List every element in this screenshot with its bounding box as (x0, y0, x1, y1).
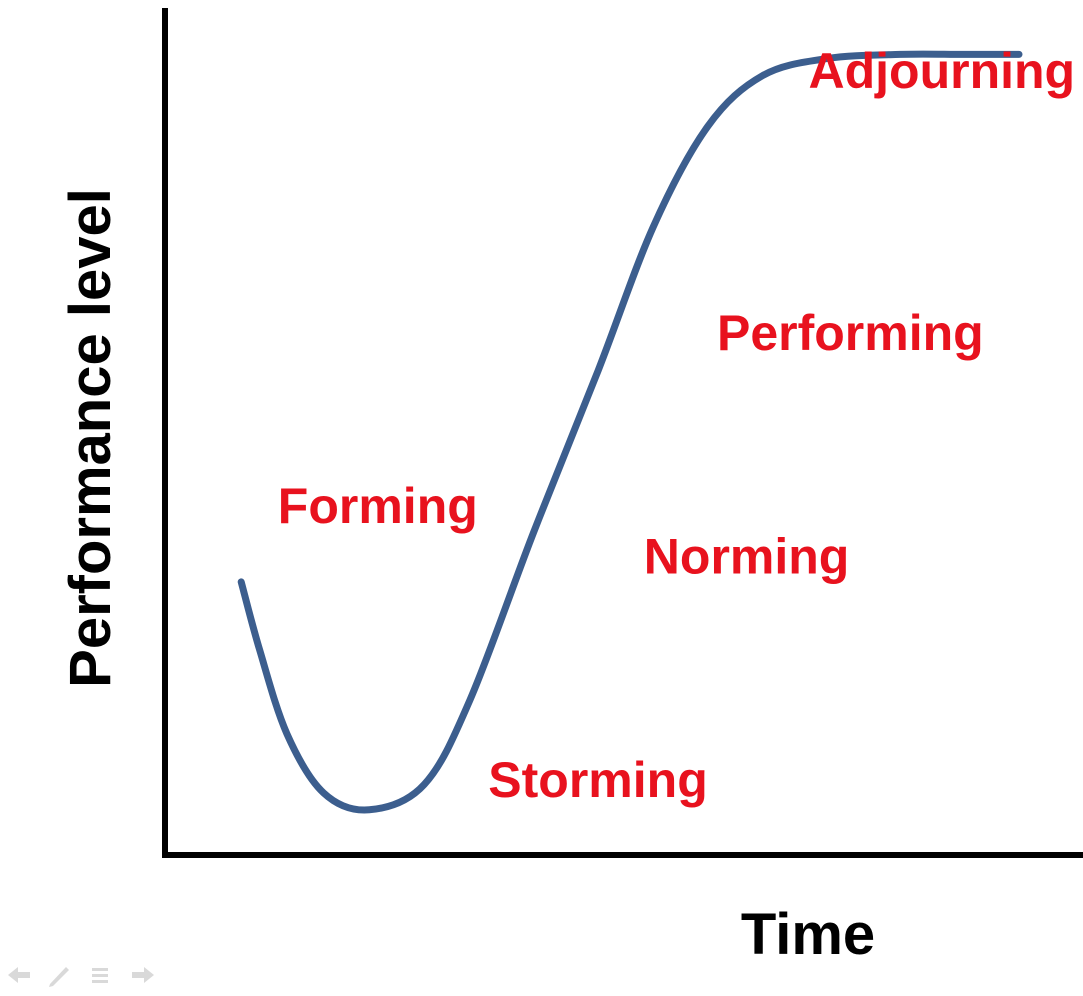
slide-nav (8, 967, 154, 987)
stage-labels: Forming Storming Norming Performing Adjourni… (278, 43, 1075, 808)
series-line (237, 50, 1023, 814)
back-arrow-icon[interactable] (8, 967, 30, 983)
stage-label-norming: Norming (644, 529, 850, 585)
forward-arrow-icon[interactable] (132, 967, 154, 983)
stage-label-forming: Forming (278, 478, 478, 534)
stage-label-performing: Performing (717, 305, 984, 361)
y-axis-label: Performance level (58, 188, 123, 688)
x-axis-label: Time (741, 902, 875, 967)
menu-icon[interactable] (92, 968, 108, 983)
pen-icon[interactable] (49, 967, 69, 987)
stage-label-storming: Storming (488, 752, 707, 808)
stage-label-adjourning: Adjourning (809, 43, 1076, 99)
